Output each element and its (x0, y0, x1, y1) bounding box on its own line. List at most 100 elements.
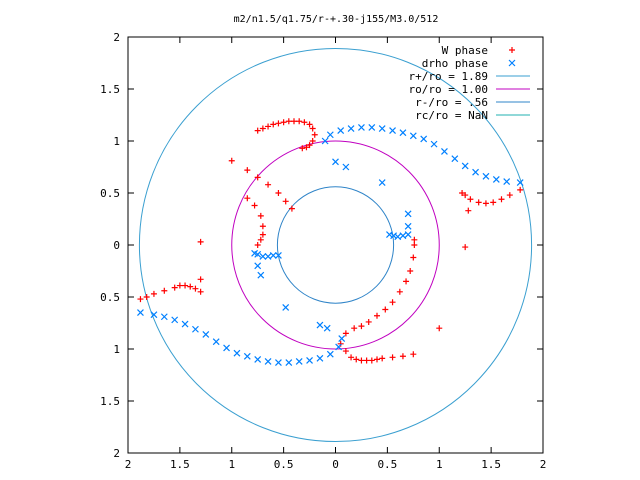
drho-phase-point (516, 179, 524, 187)
drho-phase-point (492, 176, 500, 183)
w-phase-point (465, 207, 472, 214)
drho-phase-point (347, 125, 355, 132)
w-phase-point (254, 127, 261, 134)
drho-phase-point (264, 253, 272, 260)
w-phase-point (137, 296, 144, 303)
y-tick-label: 1.5 (100, 83, 120, 96)
y-tick-label: 1 (113, 343, 120, 356)
x-tick-label: 1.5 (170, 458, 190, 471)
drho-phase-point (254, 250, 262, 258)
legend-label: ro/ro = 1.00 (409, 83, 488, 96)
drho-phase-point (342, 163, 350, 171)
w-phase-point (197, 238, 204, 245)
w-phase-point (403, 278, 410, 285)
w-phase-point (348, 354, 355, 361)
w-phase-point (368, 357, 375, 364)
legend-label: r-/ro = .56 (415, 96, 488, 109)
drho-phase-point (323, 324, 331, 332)
w-phase-point (411, 236, 418, 243)
w-phase-point (462, 244, 469, 251)
w-phase-point (358, 323, 365, 330)
drho-phase-point (399, 232, 407, 240)
x-tick-label: 1.5 (481, 458, 501, 471)
drho-phase-point (254, 262, 262, 270)
drho-phase-point (243, 352, 251, 360)
w-phase-point (396, 288, 403, 295)
axis-ticks: 2 1.5 1 0.5 0 0.5 1 1.5 221.510.500.511.52 (100, 31, 546, 471)
circle-r (276, 186, 395, 304)
drho-phase-point (326, 350, 334, 358)
y-tick-label: 0.5 (100, 187, 120, 200)
drho-phase-point (264, 358, 272, 365)
w-phase-point (143, 294, 150, 300)
drho-phase-point (285, 359, 293, 366)
chart-title: m2/n1.5/q1.75/r-+.30-j155/M3.0/512 (234, 14, 439, 25)
w-phase-point (399, 353, 406, 360)
w-phase-point (351, 325, 358, 332)
w-phase-point (299, 145, 306, 152)
w-phase-point (228, 157, 235, 164)
series-w-phase (137, 118, 524, 364)
drho-phase-point (160, 313, 168, 321)
w-phase-point (244, 167, 251, 174)
w-phase-point (410, 254, 417, 261)
w-phase-point (265, 123, 272, 130)
w-phase-point (410, 351, 417, 358)
drho-phase-point (404, 231, 412, 239)
drho-phase-point (394, 233, 402, 241)
w-phase-point (490, 199, 497, 206)
drho-phase-point (368, 124, 376, 131)
x-tick-label: 1 (228, 458, 235, 471)
w-phase-point (197, 288, 204, 295)
w-phase-point (244, 195, 251, 202)
drho-phase-point (181, 320, 189, 328)
w-phase-point (282, 198, 289, 205)
w-phase-point (382, 306, 389, 313)
drho-phase-point (275, 251, 282, 259)
drho-phase-point (316, 354, 324, 362)
series-drho-phase (137, 124, 524, 366)
w-phase-point (309, 125, 316, 132)
w-phase-point (342, 330, 349, 337)
w-phase-point (171, 284, 178, 291)
drho-phase-point (171, 316, 179, 324)
w-phase-point (379, 355, 386, 362)
data-points (137, 118, 524, 366)
drho-phase-point (390, 232, 398, 240)
drho-phase-point (326, 131, 334, 139)
w-phase-point (296, 118, 303, 125)
drho-phase-point (306, 357, 313, 364)
x-tick-label: 0 (332, 458, 339, 471)
w-phase-point (257, 236, 264, 243)
w-phase-point (187, 283, 194, 290)
w-phase-point (475, 199, 482, 206)
w-phase-point (197, 276, 204, 283)
w-phase-point (309, 138, 316, 144)
drho-phase-point (461, 162, 469, 170)
w-phase-point (257, 212, 264, 219)
drho-phase-point (295, 358, 303, 365)
w-phase-point (306, 121, 313, 128)
y-tick-label: 1 (113, 135, 120, 148)
x-tick-label: 0.5 (377, 458, 397, 471)
w-phase-point (517, 186, 524, 193)
drho-phase-point (503, 178, 511, 185)
w-phase-point (467, 196, 474, 203)
drho-phase-point (335, 343, 343, 351)
legend-marker (508, 59, 516, 67)
w-phase-point (265, 181, 272, 188)
drho-phase-point (223, 344, 230, 352)
w-phase-point (358, 357, 365, 364)
circle-r (138, 47, 533, 443)
w-phase-point (254, 242, 261, 248)
w-phase-point (506, 192, 513, 199)
drho-phase-point (404, 222, 412, 230)
drho-phase-point (338, 335, 346, 343)
w-phase-point (342, 348, 349, 355)
w-phase-point (254, 174, 261, 181)
w-phase-point (482, 200, 489, 207)
w-phase-point (192, 285, 199, 292)
drho-phase-point (420, 135, 428, 143)
x-tick-label: 0.5 (274, 458, 294, 471)
drho-phase-point (282, 303, 290, 311)
